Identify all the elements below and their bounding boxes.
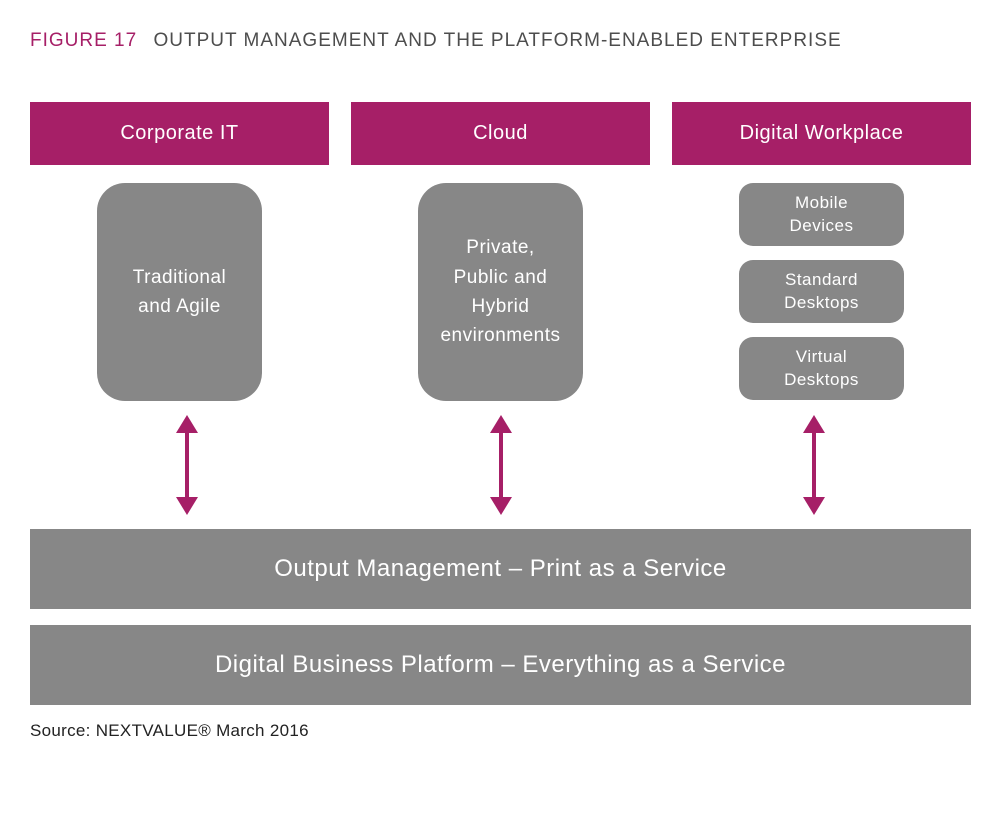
box-mobile-devices-text: MobileDevices: [790, 192, 854, 238]
box-standard-desktops-text: StandardDesktops: [784, 269, 859, 315]
bar-output-management: Output Management – Print as a Service: [30, 529, 971, 609]
double-arrow-icon: [182, 415, 192, 515]
box-cloud-envs-text: Private,Public andHybridenvironments: [440, 233, 560, 351]
box-cloud-envs: Private,Public andHybridenvironments: [418, 183, 582, 401]
source-text: Source: NEXTVALUE® March 2016: [30, 721, 971, 741]
col-cloud: Cloud Private,Public andHybridenvironmen…: [351, 102, 650, 401]
figure-title-text: OUTPUT MANAGEMENT AND THE PLATFORM-ENABL…: [153, 30, 841, 51]
double-arrow-icon: [496, 415, 506, 515]
box-virtual-desktops-text: VirtualDesktops: [784, 346, 859, 392]
box-traditional-agile-text: Traditionaland Agile: [133, 263, 227, 322]
arrow-cell-2: [344, 405, 658, 525]
arrow-cell-3: [657, 405, 971, 525]
columns-row: Corporate IT Traditionaland Agile Cloud …: [30, 102, 971, 401]
box-mobile-devices: MobileDevices: [739, 183, 903, 246]
box-virtual-desktops: VirtualDesktops: [739, 337, 903, 400]
bar-digital-business-platform: Digital Business Platform – Everything a…: [30, 625, 971, 705]
col-corporate-it: Corporate IT Traditionaland Agile: [30, 102, 329, 401]
figure-title: FIGURE 17 OUTPUT MANAGEMENT AND THE PLAT…: [30, 30, 971, 52]
header-digital-workplace: Digital Workplace: [672, 102, 971, 165]
col-digital-workplace: Digital Workplace MobileDevices Standard…: [672, 102, 971, 401]
double-arrow-icon: [809, 415, 819, 515]
arrow-cell-1: [30, 405, 344, 525]
stack-digital-workplace: MobileDevices StandardDesktops VirtualDe…: [739, 183, 903, 400]
header-cloud: Cloud: [351, 102, 650, 165]
arrow-row: [30, 405, 971, 525]
box-traditional-agile: Traditionaland Agile: [97, 183, 261, 401]
figure-label: FIGURE 17: [30, 30, 137, 51]
box-standard-desktops: StandardDesktops: [739, 260, 903, 323]
header-corporate-it: Corporate IT: [30, 102, 329, 165]
